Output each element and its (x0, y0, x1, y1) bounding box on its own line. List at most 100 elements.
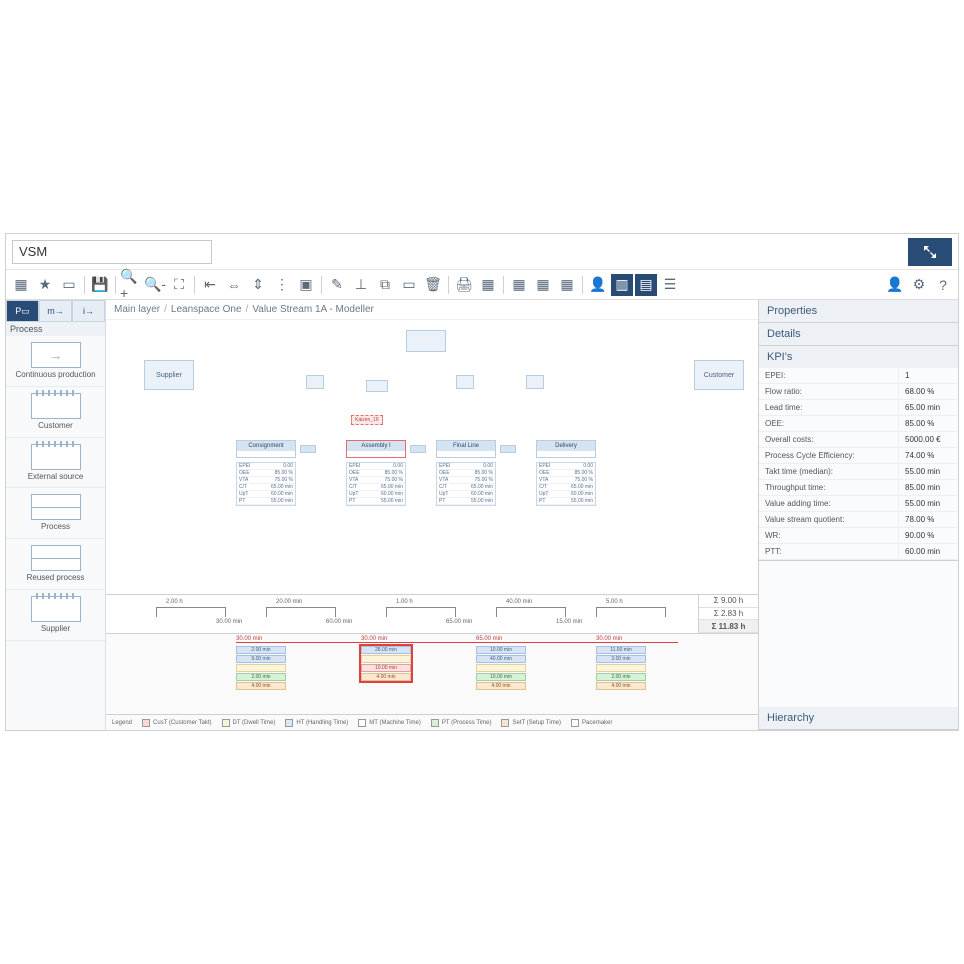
stamp-icon[interactable]: ⊥ (350, 274, 372, 296)
timeline-sum: Σ 11.83 h (699, 620, 758, 633)
timeline-top-label: 1.00 h (396, 599, 413, 605)
align-center-icon[interactable]: ⇔ (223, 274, 245, 296)
apps-icon[interactable]: ▦ (10, 274, 32, 296)
distribute-icon[interactable]: ⋮ (271, 274, 293, 296)
grid2-icon[interactable]: ▦ (532, 274, 554, 296)
shape-icon (31, 494, 81, 520)
list-icon[interactable]: ☰ (659, 274, 681, 296)
title-input[interactable] (12, 240, 212, 264)
user-icon[interactable]: 👤 (884, 274, 906, 296)
sidebar-item[interactable]: Process (6, 488, 105, 539)
process-node[interactable]: Assembly I (346, 440, 406, 458)
properties-panel: Properties Details KPI's EPEI:1Flow rati… (758, 300, 958, 730)
customer-node[interactable]: Customer (694, 360, 744, 390)
time-bar: 40.00 min (476, 655, 526, 663)
process-node[interactable]: Final Line (436, 440, 496, 458)
sidebar-item[interactable]: Supplier (6, 590, 105, 641)
zoom-out-icon[interactable]: 🔍- (144, 274, 166, 296)
legend-title: Legend (112, 720, 132, 726)
shape-icon (31, 596, 81, 622)
flow-arrow-icon (500, 445, 516, 453)
view2-icon[interactable]: ▤ (635, 274, 657, 296)
settings-icon[interactable]: ⚙ (908, 274, 930, 296)
info-node-1[interactable] (306, 375, 324, 389)
legend: Legend CusT (Customer Takt)DT (Dwell Tim… (106, 714, 758, 730)
sidebar: P▭ m→ i→ Process Continuous productionCu… (6, 300, 106, 730)
supplier-node[interactable]: Supplier (144, 360, 194, 390)
sidebar-category: Process (6, 322, 105, 336)
breadcrumb-item[interactable]: Leanspace One (171, 304, 242, 315)
kpi-row: Overall costs:5000.00 € (759, 432, 958, 448)
grid1-icon[interactable]: ▦ (508, 274, 530, 296)
fit-icon[interactable]: ⛶ (168, 274, 190, 296)
time-bar: 10.00 min (476, 646, 526, 654)
time-bar: 4.00 min (361, 673, 411, 681)
breadcrumb-item[interactable]: Main layer (114, 304, 160, 315)
panel-header-properties[interactable]: Properties (759, 300, 958, 322)
time-bar: 2.00 min (236, 673, 286, 681)
time-bar: 10.00 min (361, 664, 411, 672)
panel-header-details[interactable]: Details (759, 323, 958, 345)
panel-header-hierarchy[interactable]: Hierarchy (759, 707, 958, 729)
star-icon[interactable]: ★ (34, 274, 56, 296)
canvas-area: Main layer/Leanspace One/Value Stream 1A… (106, 300, 758, 730)
person-icon[interactable]: 👤 (587, 274, 609, 296)
edit-icon[interactable]: ✎ (326, 274, 348, 296)
info-node-4[interactable] (526, 375, 544, 389)
align-v-icon[interactable]: ⇕ (247, 274, 269, 296)
kaizen-burst[interactable]: Kaizen_16 (351, 415, 383, 425)
save-icon[interactable]: 💾 (89, 274, 111, 296)
diagram-canvas[interactable]: Supplier Customer Kaizen_16 Consignment E… (106, 320, 758, 594)
sidebar-item[interactable]: Reused process (6, 539, 105, 590)
info-node-2[interactable] (366, 380, 388, 392)
align-left-icon[interactable]: ⇤ (199, 274, 221, 296)
breadcrumb-item[interactable]: Value Stream 1A - Modeller (252, 304, 374, 315)
zoom-in-icon[interactable]: 🔍+ (120, 274, 142, 296)
grid3-icon[interactable]: ▦ (556, 274, 578, 296)
sidebar-item[interactable]: External source (6, 438, 105, 489)
time-bar: 2.00 min (596, 673, 646, 681)
process-node[interactable]: Delivery (536, 440, 596, 458)
breadcrumb[interactable]: Main layer/Leanspace One/Value Stream 1A… (106, 300, 758, 320)
bar-group[interactable]: 11.00 min3.00 min2.00 min4.00 min (596, 646, 646, 690)
time-bar: 9.00 min (236, 655, 286, 663)
data-card[interactable]: EPEI0.00OEE85.00 %VTA75.00 %C/T65.00 min… (236, 462, 296, 506)
timeline-bottom-label: 60.00 min (326, 619, 352, 625)
time-bar: 28.00 min (361, 646, 411, 654)
fullscreen-button[interactable] (908, 238, 952, 266)
paste-icon[interactable]: ▭ (398, 274, 420, 296)
control-node[interactable] (406, 330, 446, 352)
kpi-row: WR:90.00 % (759, 528, 958, 544)
sidebar-item[interactable]: Continuous production (6, 336, 105, 387)
sidebar-item-label: Reused process (27, 574, 85, 583)
time-bar: 3.00 min (596, 655, 646, 663)
data-card[interactable]: EPEI0.00OEE85.00 %VTA75.00 %C/T65.00 min… (436, 462, 496, 506)
bar-group[interactable]: 10.00 min40.00 min10.00 min4.00 min (476, 646, 526, 690)
timeline-sum: Σ 2.83 h (699, 608, 758, 621)
select-icon[interactable]: ▣ (295, 274, 317, 296)
data-card[interactable]: EPEI0.00OEE85.00 %VTA75.00 %C/T65.00 min… (346, 462, 406, 506)
process-node[interactable]: Consignment (236, 440, 296, 458)
time-bar: 11.00 min (596, 646, 646, 654)
export-icon[interactable]: ▦ (477, 274, 499, 296)
view1-icon[interactable]: ▥ (611, 274, 633, 296)
sidebar-item[interactable]: Customer (6, 387, 105, 438)
delete-icon[interactable]: 🗑 (422, 274, 444, 296)
sidebar-tab-p[interactable]: P▭ (6, 300, 39, 322)
bar-group[interactable]: 28.00 min 10.00 min4.00 min (361, 646, 411, 681)
print-icon[interactable]: 🖨 (453, 274, 475, 296)
bar-group[interactable]: 2.00 min9.00 min2.00 min4.00 min (236, 646, 286, 690)
kpi-row: Takt time (median):55.00 min (759, 464, 958, 480)
time-bar (236, 664, 286, 672)
timeline-bottom-label: 65.00 min (446, 619, 472, 625)
help-icon[interactable]: ? (932, 274, 954, 296)
info-node-3[interactable] (456, 375, 474, 389)
panel-header-kpi[interactable]: KPI's (759, 346, 958, 368)
copy-icon[interactable]: ⧉ (374, 274, 396, 296)
data-card[interactable]: EPEI0.00OEE85.00 %VTA75.00 %C/T65.00 min… (536, 462, 596, 506)
sidebar-tab-i[interactable]: i→ (72, 300, 105, 322)
sidebar-tab-m[interactable]: m→ (39, 300, 72, 322)
time-bar (476, 664, 526, 672)
legend-item: CusT (Customer Takt) (142, 719, 211, 727)
layout-icon[interactable]: ▭ (58, 274, 80, 296)
